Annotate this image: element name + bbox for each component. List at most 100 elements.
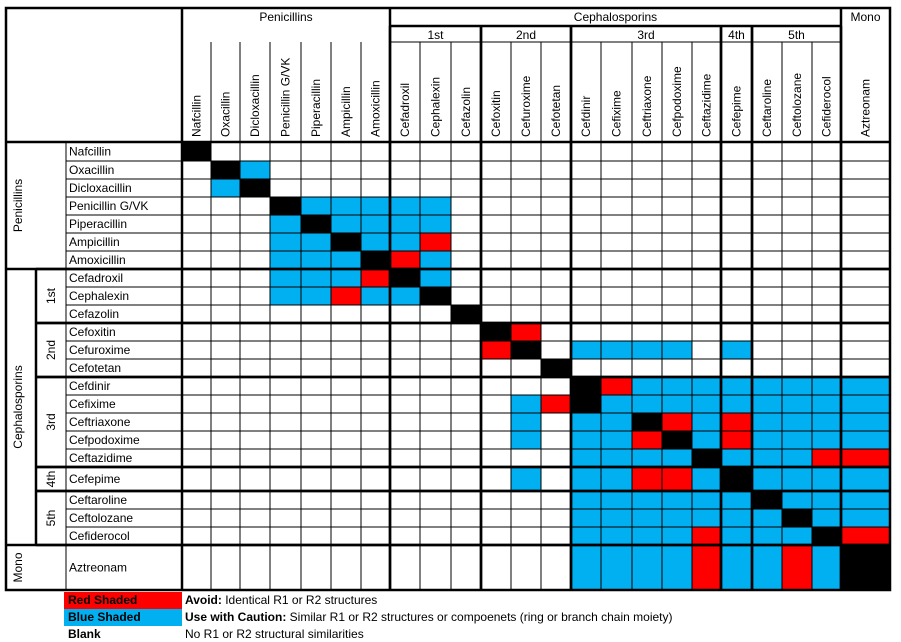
- cell-13-13: [571, 377, 601, 395]
- cell-15-14: [601, 413, 632, 431]
- cell-4-7: [390, 215, 420, 233]
- cell-14-22: [841, 395, 890, 413]
- cell-17-20: [782, 449, 812, 467]
- cell-15-11: [511, 413, 541, 431]
- cell-15-22: [841, 413, 890, 431]
- legend-desc: Similar R1 or R2 structures or compoenet…: [290, 610, 673, 624]
- row-subgroup-label: 1st: [44, 287, 58, 304]
- cell-13-19: [752, 377, 782, 395]
- col-drug-label: Amoxicillin: [369, 80, 383, 137]
- cell-17-15: [632, 449, 662, 467]
- cell-16-20: [782, 431, 812, 449]
- col-drug-label: Aztreonam: [859, 79, 873, 137]
- cell-18-18: [721, 467, 752, 491]
- cell-20-20: [782, 509, 812, 527]
- cell-22-17: [692, 545, 721, 590]
- col-subgroup-label: 1st: [427, 28, 444, 42]
- cell-1-1: [211, 161, 240, 179]
- cell-15-21: [812, 413, 841, 431]
- cell-13-15: [632, 377, 662, 395]
- cell-18-17: [692, 467, 721, 491]
- col-drug-label: Ceftolozane: [790, 73, 804, 137]
- cell-16-17: [692, 431, 721, 449]
- legend-swatch-blue: [64, 609, 182, 626]
- cell-15-13: [571, 413, 601, 431]
- cell-4-6: [361, 215, 390, 233]
- cell-21-16: [662, 527, 692, 545]
- col-drug-label: Ceftazidime: [700, 73, 714, 137]
- cell-11-13: [571, 341, 601, 359]
- row-drug-label: Cefuroxime: [69, 343, 131, 357]
- row-subgroup-label: 2nd: [44, 340, 58, 360]
- cell-15-20: [782, 413, 812, 431]
- cell-19-18: [721, 491, 752, 509]
- cell-16-21: [812, 431, 841, 449]
- cell-13-17: [692, 377, 721, 395]
- row-drug-label: Aztreonam: [69, 561, 127, 575]
- cell-15-16: [662, 413, 692, 431]
- legend-label: Red Shaded: [68, 593, 137, 607]
- cell-16-13: [571, 431, 601, 449]
- cell-18-22: [841, 467, 890, 491]
- cell-18-16: [662, 467, 692, 491]
- cell-4-8: [420, 215, 451, 233]
- row-drug-label: Cefpodoxime: [69, 433, 140, 447]
- legend-label: Blank: [68, 627, 101, 641]
- cell-6-3: [270, 251, 301, 269]
- cell-19-21: [812, 491, 841, 509]
- cell-6-5: [331, 251, 361, 269]
- row-subgroup-label: 3rd: [44, 413, 58, 430]
- cell-7-3: [270, 269, 301, 287]
- cell-8-6: [361, 287, 390, 305]
- col-drug-label: Cefadroxil: [398, 83, 412, 137]
- row-drug-label: Penicillin G/VK: [69, 199, 148, 213]
- cell-15-15: [632, 413, 662, 431]
- cell-7-7: [390, 269, 420, 287]
- cell-8-5: [331, 287, 361, 305]
- cell-18-14: [601, 467, 632, 491]
- cell-19-15: [632, 491, 662, 509]
- col-drug-label: Oxacillin: [219, 92, 233, 137]
- col-group-label: Mono: [850, 10, 880, 24]
- cell-13-14: [601, 377, 632, 395]
- cell-21-22: [841, 527, 890, 545]
- cell-14-12: [541, 395, 571, 413]
- row-drug-label: Cefixime: [69, 397, 116, 411]
- cell-21-19: [752, 527, 782, 545]
- cell-14-21: [812, 395, 841, 413]
- cell-20-15: [632, 509, 662, 527]
- cell-21-20: [782, 527, 812, 545]
- col-drug-label: Dicloxacillin: [248, 74, 262, 137]
- col-group-label: Cephalosporins: [574, 10, 657, 24]
- row-drug-label: Cefoxitin: [69, 325, 116, 339]
- cell-22-13: [571, 545, 601, 590]
- thick-borders: [4, 6, 892, 592]
- cell-5-4: [301, 233, 331, 251]
- cell-17-21: [812, 449, 841, 467]
- cell-18-11: [511, 467, 541, 491]
- cell-5-7: [390, 233, 420, 251]
- cell-3-8: [420, 197, 451, 215]
- cell-17-13: [571, 449, 601, 467]
- row-drug-label: Cefadroxil: [69, 271, 123, 285]
- cell-4-4: [301, 215, 331, 233]
- legend-swatch-red: [64, 592, 182, 609]
- cell-6-7: [390, 251, 420, 269]
- legend-description: No R1 or R2 structural similarities: [185, 627, 364, 641]
- cell-10-10: [481, 323, 511, 341]
- row-group-label: Cephalosporins: [11, 365, 25, 448]
- cell-13-22: [841, 377, 890, 395]
- cell-0-0: [182, 142, 211, 161]
- col-drug-label: Ceftaroline: [760, 79, 774, 137]
- row-drug-label: Ceftolozane: [69, 511, 133, 525]
- cell-11-10: [481, 341, 511, 359]
- cell-13-20: [782, 377, 812, 395]
- cell-20-18: [721, 509, 752, 527]
- cell-19-19: [752, 491, 782, 509]
- cell-20-22: [841, 509, 890, 527]
- cell-14-14: [601, 395, 632, 413]
- cell-11-11: [511, 341, 541, 359]
- cell-22-19: [752, 545, 782, 590]
- cell-19-22: [841, 491, 890, 509]
